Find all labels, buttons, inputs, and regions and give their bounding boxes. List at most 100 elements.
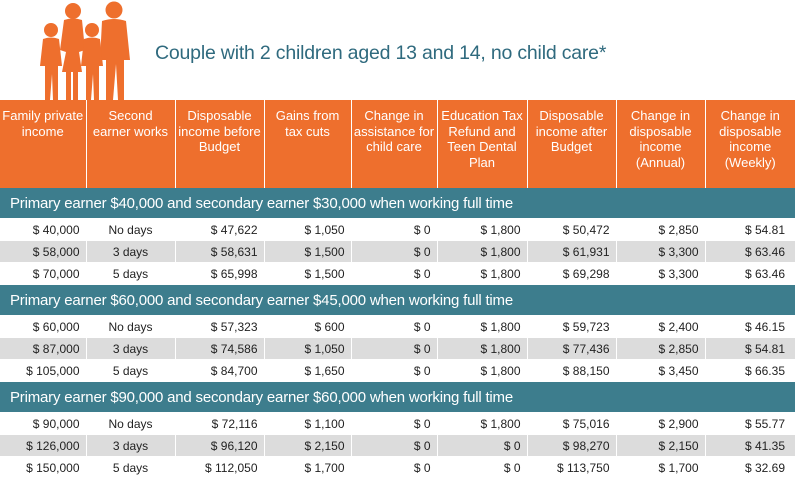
table-cell: $ 1,800 [437,218,528,241]
table-cell: $ 69,298 [527,262,617,285]
table-cell: $ 87,000 [0,337,87,360]
table-cell: $ 2,850 [616,337,706,360]
group-label: Primary earner $60,000 and secondary ear… [0,284,795,316]
table-cell: $ 90,000 [0,412,87,435]
column-header-disposable-income-after: Disposable income after Budget [527,100,617,188]
table-cell: 3 days [86,240,176,263]
table-cell: $ 3,450 [616,359,706,382]
column-header-gains-from-tax-cuts: Gains from tax cuts [264,100,352,188]
table-cell: $ 58,000 [0,240,87,263]
table-cell: $ 66.35 [705,359,795,382]
group-header-row: Primary earner $90,000 and secondary ear… [0,381,795,413]
table-row: $ 150,000 5 days $ 112,050 $ 1,700 $ 0 $ 0 $ 1… [0,456,795,479]
table-cell: $ 1,700 [616,456,706,479]
table-cell: $ 1,800 [437,240,528,263]
table-cell: $ 600 [264,315,352,338]
table-cell: $ 2,150 [616,434,706,457]
table-cell: No days [86,315,176,338]
table-cell: $ 1,800 [437,315,528,338]
table-cell: 3 days [86,434,176,457]
table-cell: $ 32.69 [705,456,795,479]
table-cell: $ 1,500 [264,262,352,285]
table-cell: $ 2,850 [616,218,706,241]
table-cell: $ 1,800 [437,337,528,360]
table-cell: $ 60,000 [0,315,87,338]
table-cell: $ 55.77 [705,412,795,435]
table-cell: $ 41.35 [705,434,795,457]
table-cell: $ 74,586 [175,337,265,360]
table-cell: $ 50,472 [527,218,617,241]
table-cell: $ 84,700 [175,359,265,382]
table-cell: $ 75,016 [527,412,617,435]
table-cell: $ 0 [437,456,528,479]
table-cell: $ 1,800 [437,412,528,435]
table-cell: $ 96,120 [175,434,265,457]
column-header-disposable-income-before: Disposable income before Budget [175,100,265,188]
table-header-row: Family private income Second earner work… [0,100,795,188]
table-row: $ 105,000 5 days $ 84,700 $ 1,650 $ 0 $ 1,800… [0,359,795,382]
table-cell: $ 54.81 [705,337,795,360]
table-cell: $ 113,750 [527,456,617,479]
column-header-change-in-child-care: Change in assistance for child care [351,100,438,188]
table-cell: $ 1,500 [264,240,352,263]
table-cell: $ 126,000 [0,434,87,457]
table-cell: $ 65,998 [175,262,265,285]
table-cell: $ 40,000 [0,218,87,241]
table-cell: $ 63.46 [705,240,795,263]
table-cell: $ 1,050 [264,218,352,241]
table-row: $ 126,000 3 days $ 96,120 $ 2,150 $ 0 $ 0 $ 98… [0,434,795,457]
column-header-second-earner-works: Second earner works [86,100,176,188]
table-cell: $ 72,116 [175,412,265,435]
table-cell: $ 0 [437,434,528,457]
budget-table: Family private income Second earner work… [0,100,795,479]
table-row: $ 87,000 3 days $ 74,586 $ 1,050 $ 0 $ 1,800 $… [0,337,795,360]
table-body: Primary earner $40,000 and secondary ear… [0,188,795,479]
table-cell: 5 days [86,262,176,285]
table-row: $ 40,000 No days $ 47,622 $ 1,050 $ 0 $ 1,800… [0,218,795,241]
table-cell: 3 days [86,337,176,360]
table-row: $ 60,000 No days $ 57,323 $ 600 $ 0 $ 1,800 $ … [0,315,795,338]
table-cell: $ 3,300 [616,240,706,263]
table-cell: $ 0 [351,456,438,479]
table-cell: $ 0 [351,359,438,382]
table-cell: $ 70,000 [0,262,87,285]
table-cell: $ 1,050 [264,337,352,360]
table-row: $ 70,000 5 days $ 65,998 $ 1,500 $ 0 $ 1,800 $… [0,262,795,285]
column-header-change-weekly: Change in disposable income (Weekly) [705,100,795,188]
table-cell: $ 1,800 [437,359,528,382]
table-cell: $ 1,800 [437,262,528,285]
group-header-row: Primary earner $40,000 and secondary ear… [0,188,795,219]
table-cell: $ 150,000 [0,456,87,479]
table-cell: $ 59,723 [527,315,617,338]
column-header-change-annual: Change in disposable income (Annual) [616,100,706,188]
family-silhouette-icon [40,1,130,100]
table-cell: No days [86,412,176,435]
table-cell: $ 2,150 [264,434,352,457]
table-cell: $ 46.15 [705,315,795,338]
table-cell: $ 1,700 [264,456,352,479]
table-row: $ 58,000 3 days $ 58,631 $ 1,500 $ 0 $ 1,800 $… [0,240,795,263]
table-cell: $ 0 [351,315,438,338]
table-cell: $ 58,631 [175,240,265,263]
table-cell: $ 0 [351,240,438,263]
table-cell: $ 1,100 [264,412,352,435]
table-cell: $ 3,300 [616,262,706,285]
column-header-education-tax-refund: Education Tax Refund and Teen Dental Pla… [437,100,528,188]
column-header-family-private-income: Family private income [0,100,87,188]
table-cell: $ 88,150 [527,359,617,382]
table-cell: $ 2,400 [616,315,706,338]
table-row: $ 90,000 No days $ 72,116 $ 1,100 $ 0 $ 1,800… [0,412,795,435]
group-header-row: Primary earner $60,000 and secondary ear… [0,284,795,316]
table-cell: $ 61,931 [527,240,617,263]
table-cell: 5 days [86,456,176,479]
table-cell: No days [86,218,176,241]
table-cell: $ 0 [351,412,438,435]
group-label: Primary earner $40,000 and secondary ear… [0,188,795,219]
table-cell: 5 days [86,359,176,382]
table-cell: $ 54.81 [705,218,795,241]
table-cell: $ 112,050 [175,456,265,479]
page-header: Couple with 2 children aged 13 and 14, n… [0,0,795,100]
table-cell: $ 77,436 [527,337,617,360]
group-label: Primary earner $90,000 and secondary ear… [0,381,795,413]
table-cell: $ 0 [351,434,438,457]
